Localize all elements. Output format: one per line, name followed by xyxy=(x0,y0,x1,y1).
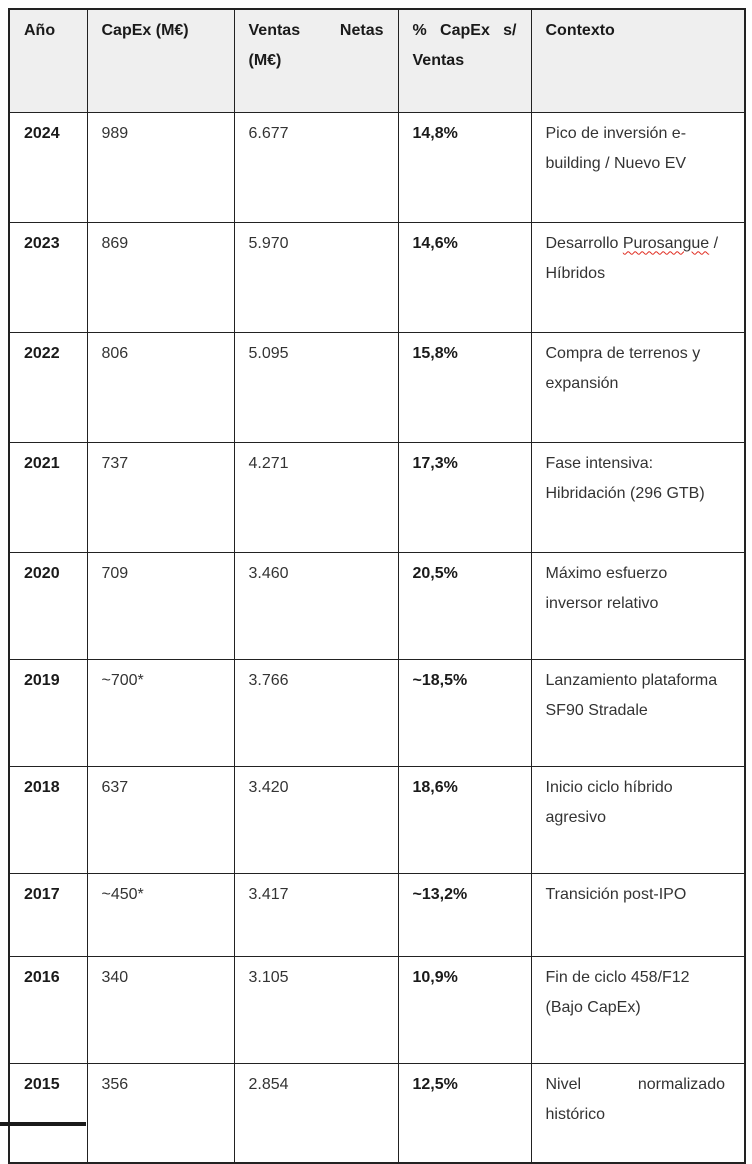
year-cell: 2020 xyxy=(8,551,88,660)
context-text: / Híbridos xyxy=(545,234,719,282)
pct-cell: 17,3% xyxy=(397,441,532,553)
pct-cell: ~13,2% xyxy=(397,872,532,957)
capex-cell: 709 xyxy=(86,551,235,660)
ventas-cell: 3.105 xyxy=(233,955,399,1064)
ventas-cell: 6.677 xyxy=(233,111,399,223)
context-text: Desarrollo xyxy=(545,234,623,252)
capex-cell: 340 xyxy=(86,955,235,1064)
table-row: 2024 989 6.677 14,8% Pico de inversión e… xyxy=(8,111,746,223)
ventas-cell: 2.854 xyxy=(233,1062,399,1164)
year-cell: 2023 xyxy=(8,221,88,333)
header-cell-pct: % CapEx s/ Ventas xyxy=(397,8,532,113)
ventas-cell: 3.460 xyxy=(233,551,399,660)
context-cell: Desarrollo Purosangue / Híbridos xyxy=(530,221,746,333)
header-cell-ventas: Ventas Netas (M€) xyxy=(233,8,399,113)
capex-cell: 869 xyxy=(86,221,235,333)
pct-cell: 14,6% xyxy=(397,221,532,333)
ventas-cell: 3.417 xyxy=(233,872,399,957)
ventas-cell: 4.271 xyxy=(233,441,399,553)
pct-cell: 18,6% xyxy=(397,765,532,874)
context-cell: Nivel normalizado histórico xyxy=(530,1062,746,1164)
table-row: 2020 709 3.460 20,5% Máximo esfuerzo inv… xyxy=(8,551,746,660)
misspelled-word: Purosangue xyxy=(622,234,710,252)
table-row: 2015 356 2.854 12,5% Nivel normalizado h… xyxy=(8,1062,746,1164)
year-cell: 2017 xyxy=(8,872,88,957)
ventas-cell: 5.970 xyxy=(233,221,399,333)
cropped-element-fragment xyxy=(0,1122,86,1126)
capex-cell: ~450* xyxy=(86,872,235,957)
context-cell: Fase intensiva: Hibridación (296 GTB) xyxy=(530,441,746,553)
capex-table: Año CapEx (M€) Ventas Netas (M€) % CapEx… xyxy=(8,8,746,1164)
pct-cell: ~18,5% xyxy=(397,658,532,767)
pct-cell: 15,8% xyxy=(397,331,532,443)
table-row: 2021 737 4.271 17,3% Fase intensiva: Hib… xyxy=(8,441,746,553)
table-row: 2017 ~450* 3.417 ~13,2% Transición post-… xyxy=(8,872,746,957)
context-cell: Fin de ciclo 458/F12 (Bajo CapEx) xyxy=(530,955,746,1064)
context-cell: Pico de inversión e-building / Nuevo EV xyxy=(530,111,746,223)
context-cell: Inicio ciclo híbrido agresivo xyxy=(530,765,746,874)
pct-cell: 10,9% xyxy=(397,955,532,1064)
year-cell: 2022 xyxy=(8,331,88,443)
context-cell: Lanzamiento plataforma SF90 Stradale xyxy=(530,658,746,767)
ventas-cell: 3.420 xyxy=(233,765,399,874)
year-cell: 2021 xyxy=(8,441,88,553)
pct-cell: 12,5% xyxy=(397,1062,532,1164)
pct-cell: 14,8% xyxy=(397,111,532,223)
ventas-cell: 5.095 xyxy=(233,331,399,443)
capex-cell: 989 xyxy=(86,111,235,223)
header-cell-context: Contexto xyxy=(530,8,746,113)
context-cell: Máximo esfuerzo inversor relativo xyxy=(530,551,746,660)
year-cell: 2015 xyxy=(8,1062,88,1164)
table-row: 2018 637 3.420 18,6% Inicio ciclo híbrid… xyxy=(8,765,746,874)
capex-cell: 806 xyxy=(86,331,235,443)
table-row: 2022 806 5.095 15,8% Compra de terrenos … xyxy=(8,331,746,443)
table-row: 2023 869 5.970 14,6% Desarrollo Purosang… xyxy=(8,221,746,333)
year-cell: 2024 xyxy=(8,111,88,223)
header-row: Año CapEx (M€) Ventas Netas (M€) % CapEx… xyxy=(8,8,746,113)
capex-cell: ~700* xyxy=(86,658,235,767)
year-cell: 2019 xyxy=(8,658,88,767)
year-cell: 2018 xyxy=(8,765,88,874)
year-cell: 2016 xyxy=(8,955,88,1064)
document-page: Año CapEx (M€) Ventas Netas (M€) % CapEx… xyxy=(0,8,746,1164)
context-cell: Transición post-IPO xyxy=(530,872,746,957)
header-cell-capex: CapEx (M€) xyxy=(86,8,235,113)
capex-cell: 737 xyxy=(86,441,235,553)
context-cell: Compra de terrenos y expansión xyxy=(530,331,746,443)
table-row: 2016 340 3.105 10,9% Fin de ciclo 458/F1… xyxy=(8,955,746,1064)
header-cell-year: Año xyxy=(8,8,88,113)
capex-cell: 356 xyxy=(86,1062,235,1164)
table-row: 2019 ~700* 3.766 ~18,5% Lanzamiento plat… xyxy=(8,658,746,767)
ventas-cell: 3.766 xyxy=(233,658,399,767)
capex-cell: 637 xyxy=(86,765,235,874)
pct-cell: 20,5% xyxy=(397,551,532,660)
